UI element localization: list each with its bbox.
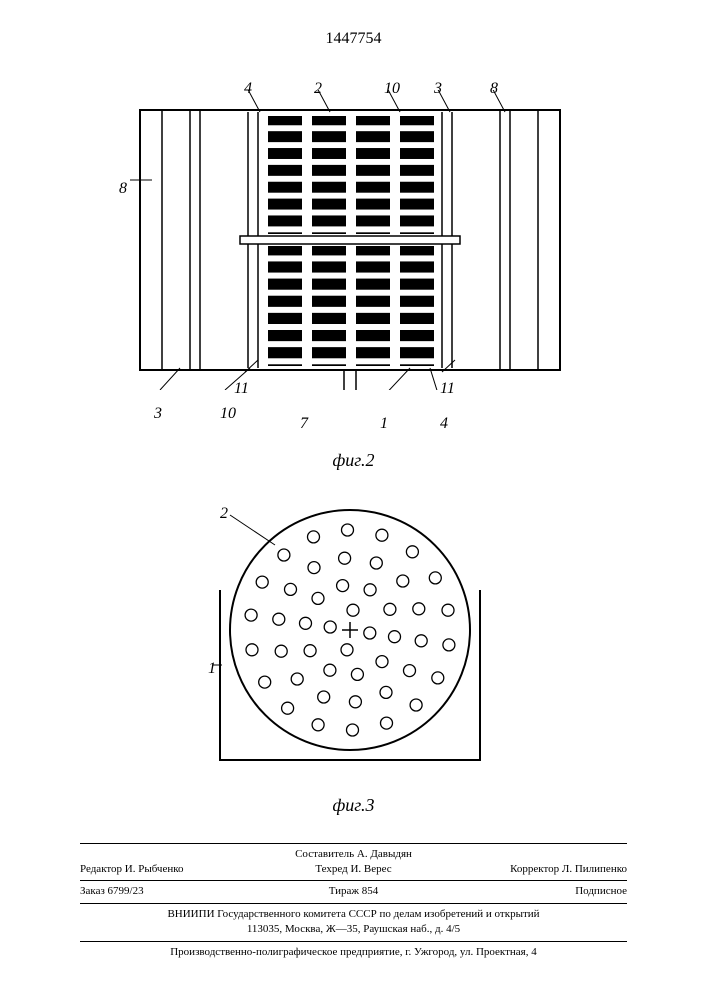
figure-2-label: 4 <box>440 415 448 433</box>
figure-2-label: 1 <box>380 415 388 433</box>
page: 1447754 42103883107141111 <box>0 0 707 1000</box>
footer-tech: Техред И. Верес <box>261 862 447 877</box>
figure-2-label: 10 <box>220 405 236 423</box>
figure-2-label: 8 <box>119 180 127 198</box>
figure-2-svg <box>130 90 570 390</box>
footer-corrector: Корректор Л. Пилипенко <box>447 862 628 877</box>
footer-address2: Производственно-полиграфическое предприя… <box>80 941 627 960</box>
footer: Составитель А. Давыдян Редактор И. Рыбче… <box>80 843 627 960</box>
patent-number: 1447754 <box>326 30 382 48</box>
footer-sign: Подписное <box>447 884 628 899</box>
footer-order: Заказ 6799/23 <box>80 884 261 899</box>
footer-tirage: Тираж 854 <box>261 884 447 899</box>
figure-3-svg <box>200 490 500 780</box>
footer-address1: 113035, Москва, Ж—35, Раушская наб., д. … <box>80 922 627 937</box>
figure-3-caption: фиг.3 <box>332 795 374 816</box>
figure-2 <box>130 90 570 390</box>
footer-org: ВНИИПИ Государственного комитета СССР по… <box>80 907 627 922</box>
figure-2-label: 7 <box>300 415 308 433</box>
figure-2-label: 3 <box>154 405 162 423</box>
footer-editor: Редактор И. Рыбченко <box>80 862 261 877</box>
figure-3 <box>200 490 500 780</box>
figure-2-caption: фиг.2 <box>332 450 374 471</box>
footer-compiler: Составитель А. Давыдян <box>261 847 447 862</box>
